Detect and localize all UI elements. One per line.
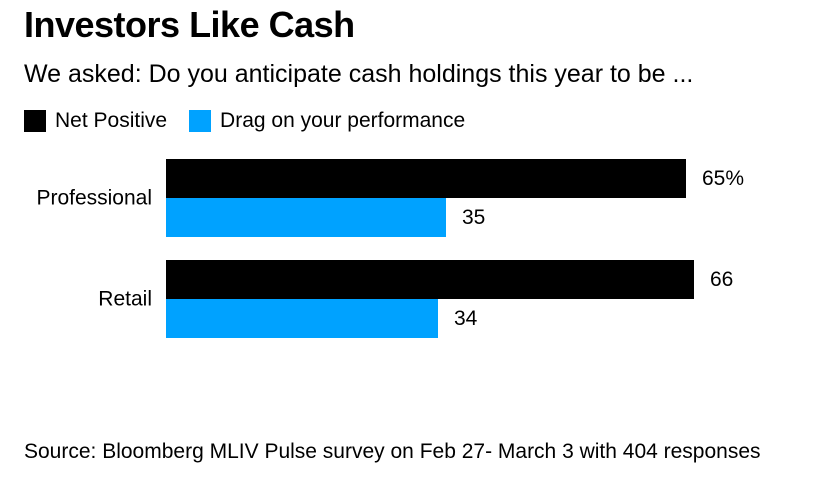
legend-label-net-positive: Net Positive: [55, 109, 168, 132]
category-label-professional: Professional: [36, 187, 152, 210]
legend-item-drag: Drag on your performance: [189, 109, 465, 133]
chart-subtitle: We asked: Do you anticipate cash holding…: [24, 60, 694, 88]
data-label-drag-professional: 35: [462, 206, 485, 229]
bar-net-positive-professional: [166, 159, 686, 198]
legend-item-net-positive: Net Positive: [24, 109, 167, 133]
bar-drag-professional: [166, 198, 446, 237]
bar-drag-retail: [166, 299, 438, 338]
legend-swatch-drag: [189, 110, 212, 132]
bar-chart: Professional 65% 35 Retail 66 34: [36, 159, 744, 338]
legend: Net Positive Drag on your performance: [24, 108, 487, 134]
source-note: Source: Bloomberg MLIV Pulse survey on F…: [24, 440, 761, 463]
data-label-drag-retail: 34: [454, 307, 478, 330]
legend-swatch-net-positive: [24, 110, 46, 132]
legend-label-drag: Drag on your performance: [220, 109, 466, 132]
data-label-net-positive-retail: 66: [710, 268, 733, 291]
category-label-retail: Retail: [98, 288, 152, 311]
chart-title: Investors Like Cash: [24, 4, 355, 45]
bar-net-positive-retail: [166, 260, 694, 299]
data-label-net-positive-professional: 65%: [702, 167, 744, 190]
